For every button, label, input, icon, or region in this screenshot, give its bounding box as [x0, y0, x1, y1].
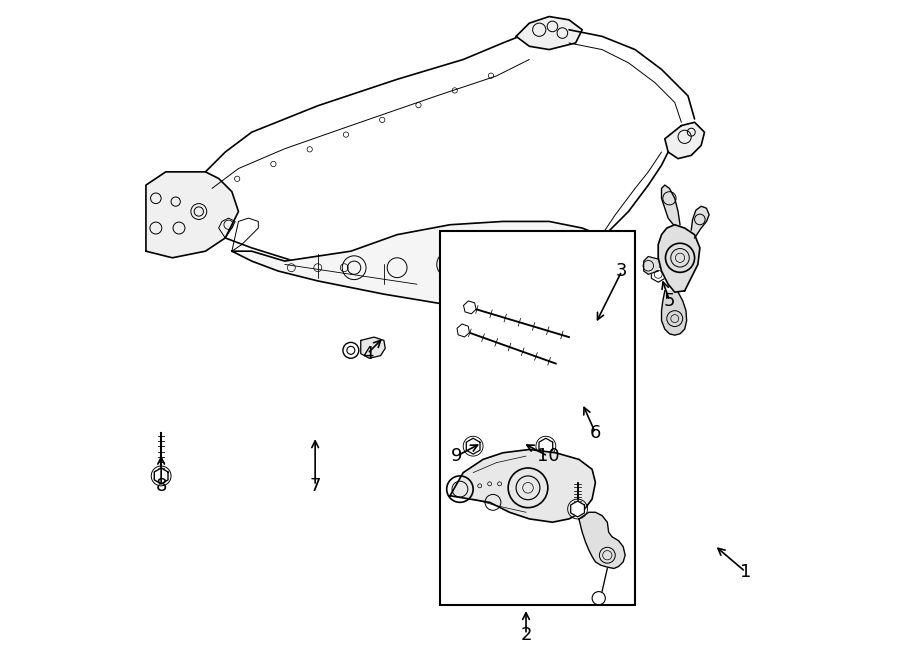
Polygon shape: [665, 122, 705, 159]
Polygon shape: [154, 468, 168, 484]
Polygon shape: [579, 512, 626, 568]
Polygon shape: [571, 501, 584, 517]
Polygon shape: [450, 449, 596, 522]
Polygon shape: [146, 172, 238, 258]
Text: 7: 7: [310, 477, 321, 495]
Polygon shape: [691, 206, 709, 238]
Bar: [440, 231, 635, 605]
Polygon shape: [652, 266, 665, 282]
Polygon shape: [658, 225, 700, 292]
Polygon shape: [539, 438, 553, 454]
Polygon shape: [644, 256, 658, 274]
Text: 1: 1: [740, 563, 752, 581]
Text: 8: 8: [156, 477, 166, 495]
Text: 10: 10: [536, 447, 559, 465]
Text: 2: 2: [520, 625, 532, 644]
Polygon shape: [466, 438, 480, 454]
Polygon shape: [516, 17, 582, 50]
Text: 6: 6: [590, 424, 601, 442]
Polygon shape: [662, 185, 680, 225]
Polygon shape: [464, 301, 476, 314]
Text: 9: 9: [451, 447, 463, 465]
Polygon shape: [662, 291, 687, 335]
Polygon shape: [232, 221, 635, 314]
Text: 3: 3: [616, 262, 627, 280]
Polygon shape: [457, 324, 470, 337]
Text: 5: 5: [663, 292, 675, 310]
Polygon shape: [361, 337, 385, 358]
Text: 4: 4: [362, 344, 374, 363]
